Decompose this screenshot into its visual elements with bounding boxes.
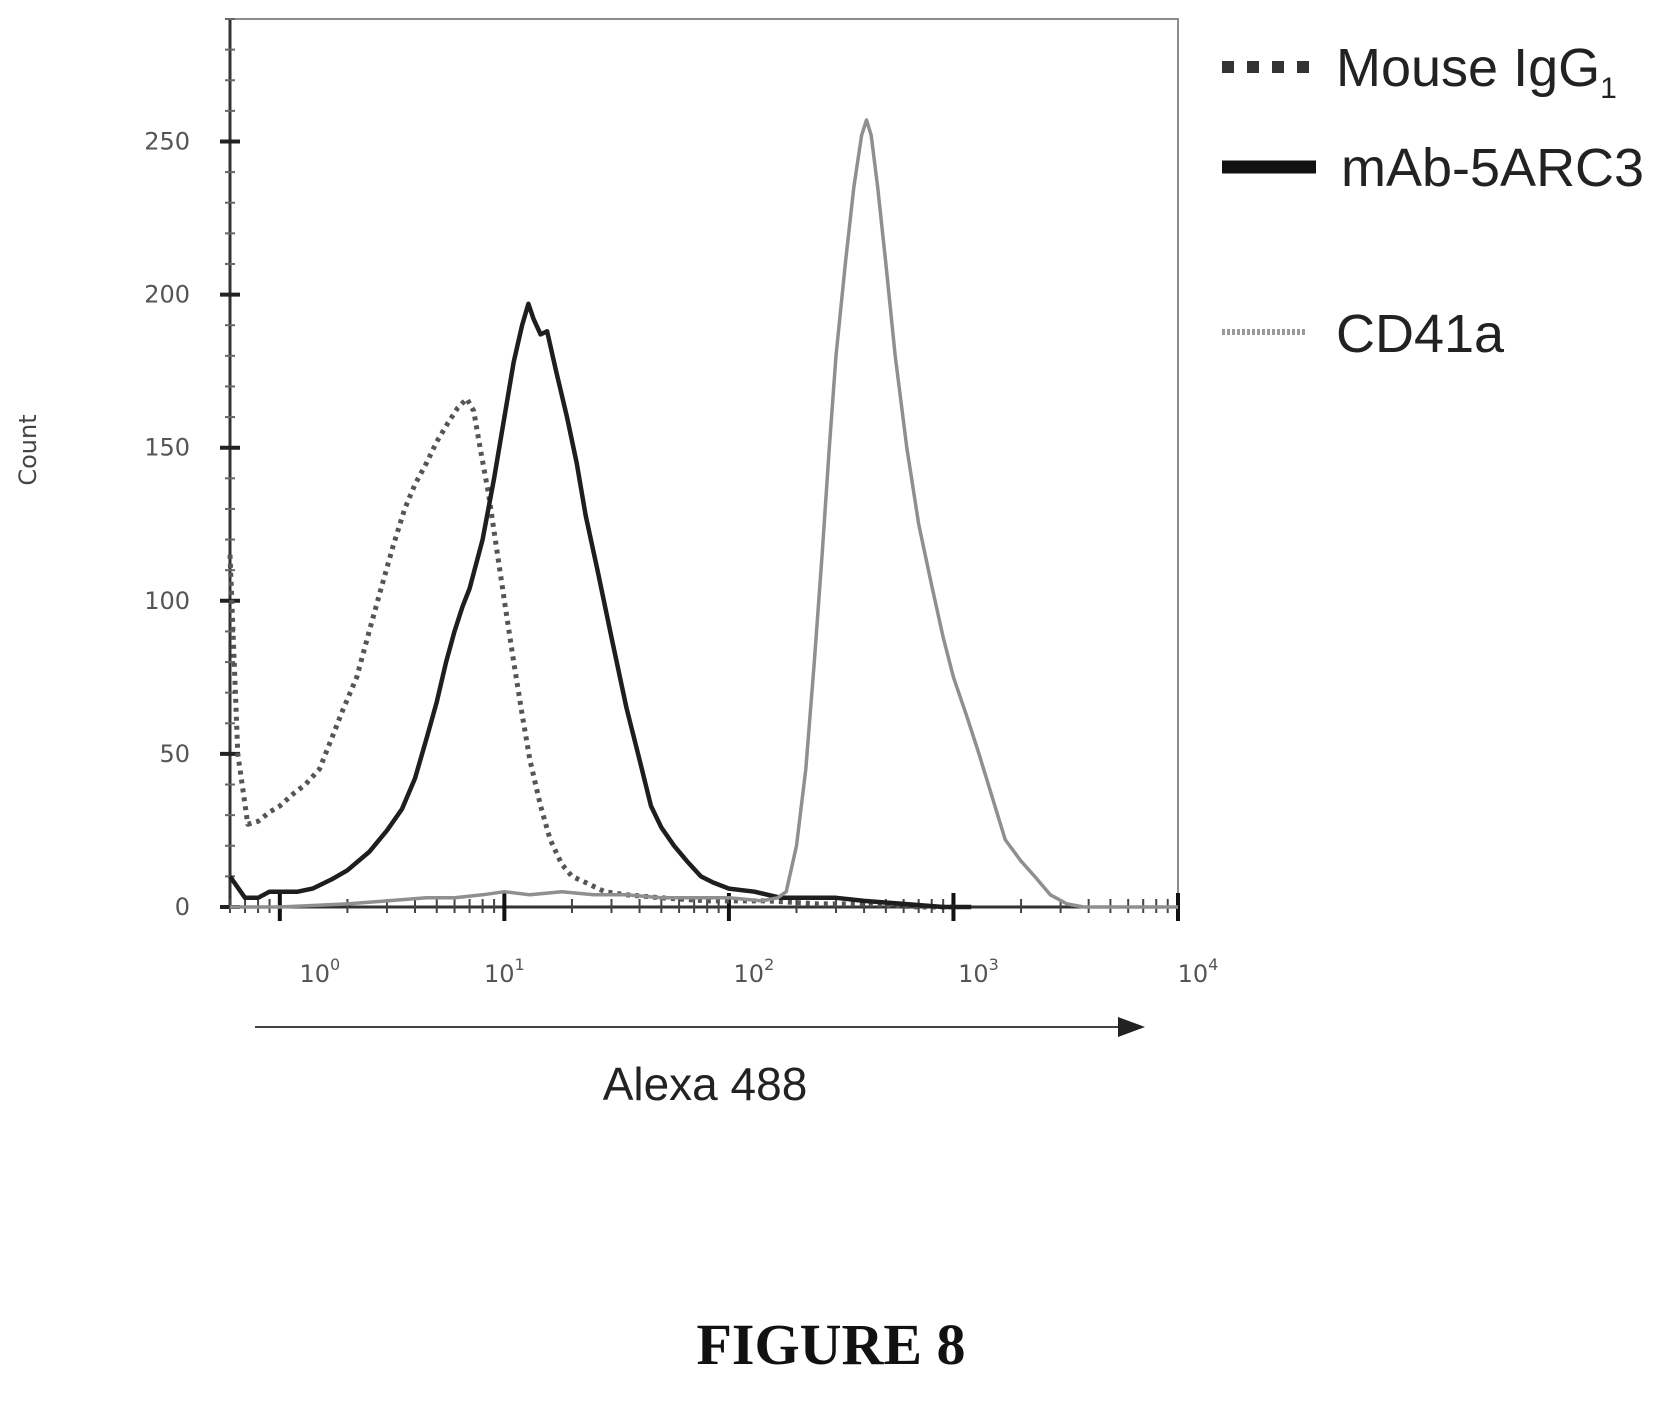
series-line-1 — [227, 396, 954, 910]
x-tick-label: 101 — [484, 955, 525, 988]
legend: Mouse IgG1 mAb-5ARC3 CD41a — [1222, 38, 1644, 364]
x-tick-base: 10 — [958, 960, 989, 988]
legend-label-subscript: 1 — [1600, 72, 1617, 105]
x-tick-exponent: 1 — [515, 955, 525, 974]
legend-item-mouse-igg1: Mouse IgG1 — [1222, 38, 1617, 105]
x-tick-label: 104 — [1178, 955, 1219, 988]
series-line-3 — [230, 118, 1178, 909]
y-tick-label: 50 — [159, 740, 190, 768]
y-axis-ticks: 0 50 100 150 200 250 — [144, 127, 240, 921]
legend-label-cd41a: CD41a — [1336, 304, 1505, 364]
x-axis-label: Alexa 488 — [603, 1058, 808, 1110]
x-tick-label: 103 — [958, 955, 999, 988]
legend-label-mouse-igg1: Mouse IgG1 — [1336, 38, 1617, 105]
plot-frame — [229, 18, 1179, 908]
x-tick-exponent: 4 — [1208, 955, 1218, 974]
series-layer — [227, 118, 1178, 910]
y-tick-label: 150 — [144, 434, 190, 462]
y-tick-label: 100 — [144, 587, 190, 615]
x-tick-base: 10 — [734, 960, 765, 988]
figure-caption: FIGURE 8 — [696, 1312, 965, 1377]
legend-item-cd41a: CD41a — [1222, 304, 1505, 364]
x-tick-exponent: 0 — [330, 955, 340, 974]
x-tick-exponent: 3 — [989, 955, 999, 974]
x-tick-base: 10 — [1178, 960, 1209, 988]
x-tick-label: 100 — [299, 955, 340, 988]
series-line-2 — [228, 301, 972, 910]
y-tick-label: 200 — [144, 281, 190, 309]
y-tick-label: 0 — [175, 893, 190, 921]
legend-label-main: Mouse IgG — [1336, 38, 1600, 98]
x-axis-arrowhead — [1118, 1017, 1145, 1037]
x-tick-label: 102 — [734, 955, 775, 988]
x-tick-base: 10 — [299, 960, 330, 988]
x-tick-base: 10 — [484, 960, 515, 988]
x-tick-exponent: 2 — [764, 955, 774, 974]
y-tick-label: 250 — [144, 127, 190, 155]
legend-label-mab-5arc3: mAb-5ARC3 — [1341, 138, 1644, 198]
legend-item-mab-5arc3: mAb-5ARC3 — [1222, 138, 1644, 198]
y-axis-label: Count — [14, 414, 42, 485]
